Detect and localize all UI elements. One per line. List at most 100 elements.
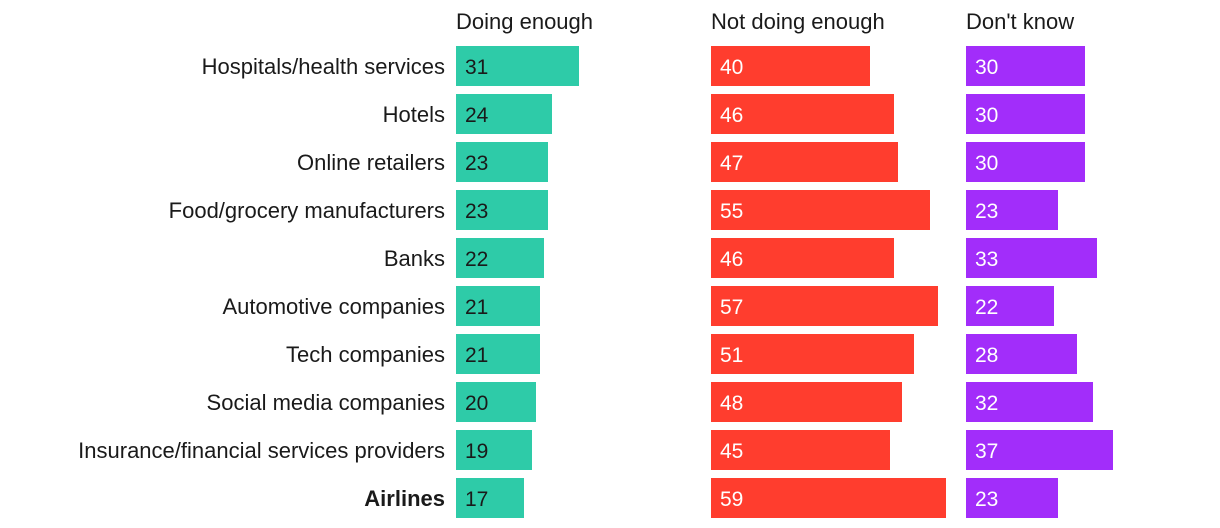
bar-don-t-know — [966, 430, 1113, 470]
bar-value-label: 30 — [975, 152, 998, 175]
bar-group-doing-enough: 23 — [456, 142, 548, 182]
bar-doing-enough — [456, 46, 579, 86]
bar-doing-enough — [456, 190, 548, 230]
bar-group-not-doing-enough: 46 — [711, 238, 894, 278]
column-header-don-t-know: Don't know — [966, 9, 1074, 34]
bar-value-label: 23 — [975, 488, 998, 511]
bar-value-label: 30 — [975, 56, 998, 79]
bar-value-label: 21 — [465, 296, 488, 319]
bar-group-not-doing-enough: 57 — [711, 286, 938, 326]
bar-value-label: 23 — [465, 200, 488, 223]
bar-group-not-doing-enough: 46 — [711, 94, 894, 134]
bar-don-t-know — [966, 238, 1097, 278]
bar-value-label: 19 — [465, 440, 488, 463]
bar-group-not-doing-enough: 47 — [711, 142, 898, 182]
bar-value-label: 23 — [465, 152, 488, 175]
bar-value-label: 22 — [975, 296, 998, 319]
bar-group-don-t-know: 30 — [966, 142, 1085, 182]
bar-don-t-know — [966, 94, 1085, 134]
bar-group-don-t-know: 22 — [966, 286, 1054, 326]
bar-group-not-doing-enough: 45 — [711, 430, 890, 470]
bar-value-label: 30 — [975, 104, 998, 127]
bar-group-not-doing-enough: 59 — [711, 478, 946, 518]
bar-value-label: 46 — [720, 104, 743, 127]
bar-group-don-t-know: 28 — [966, 334, 1077, 374]
bar-value-label: 32 — [975, 392, 998, 415]
bar-group-don-t-know: 30 — [966, 46, 1085, 86]
bar-don-t-know — [966, 334, 1077, 374]
bar-group-doing-enough: 17 — [456, 478, 524, 518]
bar-group-don-t-know: 33 — [966, 238, 1097, 278]
bar-doing-enough — [456, 382, 536, 422]
bar-don-t-know — [966, 286, 1054, 326]
bar-value-label: 40 — [720, 56, 743, 79]
bar-group-not-doing-enough: 40 — [711, 46, 870, 86]
bar-group-not-doing-enough: 51 — [711, 334, 914, 374]
bar-value-label: 31 — [465, 56, 488, 79]
bar-not-doing-enough — [711, 94, 894, 134]
bar-group-don-t-know: 32 — [966, 382, 1093, 422]
bar-group-doing-enough: 19 — [456, 430, 532, 470]
bar-don-t-know — [966, 478, 1058, 518]
bar-value-label: 21 — [465, 344, 488, 367]
bar-group-doing-enough: 23 — [456, 190, 548, 230]
bar-group-doing-enough: 21 — [456, 286, 540, 326]
bar-not-doing-enough — [711, 478, 946, 518]
bar-value-label: 20 — [465, 392, 488, 415]
bar-doing-enough — [456, 478, 524, 518]
bar-not-doing-enough — [711, 238, 894, 278]
category-label: Airlines — [364, 486, 445, 511]
bar-value-label: 59 — [720, 488, 743, 511]
bar-value-label: 55 — [720, 200, 743, 223]
bar-doing-enough — [456, 94, 552, 134]
bar-not-doing-enough — [711, 334, 914, 374]
bar-value-label: 46 — [720, 248, 743, 271]
bar-value-label: 37 — [975, 440, 998, 463]
bar-doing-enough — [456, 238, 544, 278]
bar-value-label: 22 — [465, 248, 488, 271]
bar-group-don-t-know: 37 — [966, 430, 1113, 470]
category-labels: Hospitals/health services Hotels Online re… — [78, 54, 445, 511]
bar-not-doing-enough — [711, 190, 930, 230]
bar-not-doing-enough — [711, 430, 890, 470]
bar-group-doing-enough: 24 — [456, 94, 552, 134]
bar-group-don-t-know: 23 — [966, 478, 1058, 518]
bar-doing-enough — [456, 286, 540, 326]
bar-value-label: 57 — [720, 296, 743, 319]
category-label: Insurance/financial services providers — [78, 438, 445, 463]
bar-not-doing-enough — [711, 142, 898, 182]
bar-don-t-know — [966, 382, 1093, 422]
bar-value-label: 33 — [975, 248, 998, 271]
bar-value-label: 17 — [465, 488, 488, 511]
category-label: Hotels — [383, 102, 445, 127]
bar-group-doing-enough: 22 — [456, 238, 544, 278]
bar-don-t-know — [966, 46, 1085, 86]
bar-don-t-know — [966, 142, 1085, 182]
bar-value-label: 47 — [720, 152, 743, 175]
bar-group-doing-enough: 21 — [456, 334, 540, 374]
category-label: Tech companies — [286, 342, 445, 367]
bar-doing-enough — [456, 142, 548, 182]
bar-not-doing-enough — [711, 286, 938, 326]
bar-group-don-t-know: 30 — [966, 94, 1085, 134]
category-label: Hospitals/health services — [202, 54, 445, 79]
category-label: Online retailers — [297, 150, 445, 175]
bar-doing-enough — [456, 334, 540, 374]
bar-don-t-know — [966, 190, 1058, 230]
bar-group-don-t-know: 23 — [966, 190, 1058, 230]
bar-value-label: 28 — [975, 344, 998, 367]
category-label: Food/grocery manufacturers — [169, 198, 445, 223]
bar-doing-enough — [456, 430, 532, 470]
column-headers: Doing enough Not doing enough Don't know — [456, 9, 1074, 34]
bar-groups: 31 40 30 24 46 30 23 47 30 23 55 23 22 46 33 21 57 22 21 51… — [456, 46, 1113, 518]
column-header-not-doing-enough: Not doing enough — [711, 9, 885, 34]
bar-value-label: 23 — [975, 200, 998, 223]
bar-group-doing-enough: 31 — [456, 46, 579, 86]
bar-value-label: 45 — [720, 440, 743, 463]
bar-not-doing-enough — [711, 46, 870, 86]
category-label: Banks — [384, 246, 445, 271]
category-label: Social media companies — [207, 390, 445, 415]
bar-value-label: 48 — [720, 392, 743, 415]
category-label: Automotive companies — [222, 294, 445, 319]
